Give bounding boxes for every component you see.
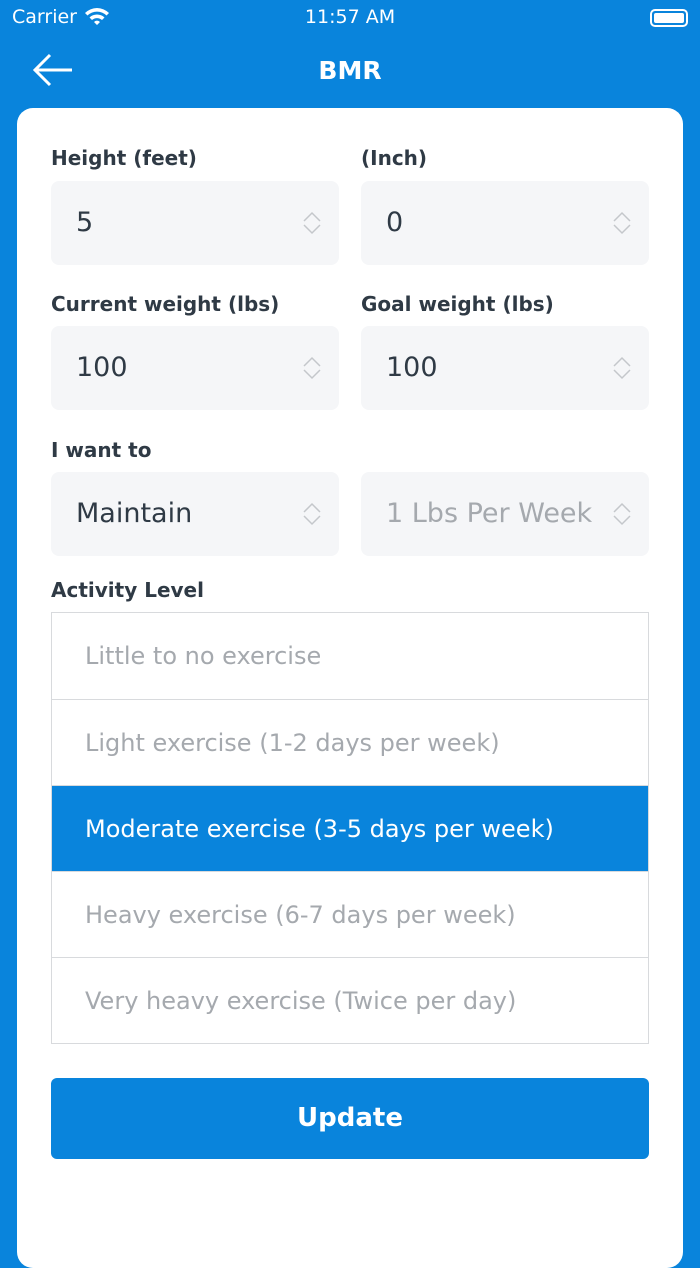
chevron-up-down-icon bbox=[613, 356, 631, 380]
goal-label: I want to bbox=[51, 438, 152, 462]
activity-option[interactable]: Light exercise (1-2 days per week) bbox=[52, 699, 648, 785]
activity-level-label: Activity Level bbox=[51, 578, 204, 602]
height-inch-value: 0 bbox=[386, 207, 404, 238]
height-inch-picker[interactable]: 0 bbox=[361, 181, 649, 265]
wifi-icon bbox=[85, 8, 109, 25]
current-weight-label: Current weight (lbs) bbox=[51, 292, 280, 316]
height-feet-picker[interactable]: 5 bbox=[51, 181, 339, 265]
battery-icon bbox=[650, 9, 688, 27]
goal-weight-picker[interactable]: 100 bbox=[361, 326, 649, 410]
page-title: BMR bbox=[318, 56, 382, 85]
back-arrow-icon[interactable] bbox=[32, 52, 74, 88]
chevron-up-down-icon bbox=[303, 502, 321, 526]
rate-value: 1 Lbs Per Week bbox=[386, 498, 593, 529]
chevron-up-down-icon bbox=[613, 211, 631, 235]
height-feet-value: 5 bbox=[76, 207, 94, 238]
activity-option[interactable]: Moderate exercise (3-5 days per week) bbox=[52, 785, 648, 871]
goal-value: Maintain bbox=[76, 498, 193, 529]
chevron-up-down-icon bbox=[613, 502, 631, 526]
activity-level-list: Little to no exercise Light exercise (1-2… bbox=[51, 612, 649, 1044]
activity-option[interactable]: Heavy exercise (6-7 days per week) bbox=[52, 871, 648, 957]
activity-option[interactable]: Little to no exercise bbox=[85, 642, 322, 670]
activity-option[interactable]: Very heavy exercise (Twice per day) bbox=[52, 957, 648, 1043]
current-weight-value: 100 bbox=[76, 352, 128, 383]
height-feet-label: Height (feet) bbox=[51, 146, 197, 170]
goal-weight-value: 100 bbox=[386, 352, 438, 383]
goal-picker[interactable]: Maintain bbox=[51, 472, 339, 556]
status-bar: Carrier 11:57 AM bbox=[0, 0, 700, 36]
clock: 11:57 AM bbox=[304, 6, 396, 28]
goal-weight-label: Goal weight (lbs) bbox=[361, 292, 554, 316]
chevron-up-down-icon bbox=[303, 211, 321, 235]
update-button[interactable]: Update bbox=[51, 1078, 649, 1159]
chevron-up-down-icon bbox=[303, 356, 321, 380]
bmr-form-card: Height (feet) (Inch) 5 0 Current weight … bbox=[17, 108, 683, 1268]
carrier: Carrier bbox=[12, 6, 77, 28]
rate-picker[interactable]: 1 Lbs Per Week bbox=[361, 472, 649, 556]
height-inch-label: (Inch) bbox=[361, 146, 428, 170]
current-weight-picker[interactable]: 100 bbox=[51, 326, 339, 410]
